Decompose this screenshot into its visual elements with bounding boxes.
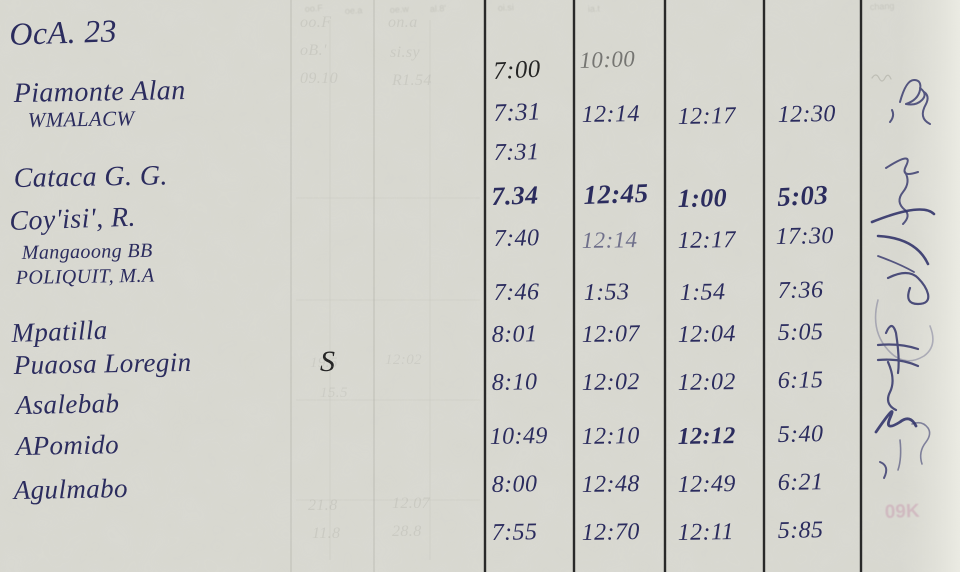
svg-text:chang: chang <box>870 1 895 12</box>
svg-text:oe.a: oe.a <box>345 5 363 16</box>
svg-text:al.8': al.8' <box>430 3 447 14</box>
svg-text:09K: 09K <box>884 501 920 523</box>
svg-text:oi.si: oi.si <box>498 2 515 13</box>
svg-text:oo.F: oo.F <box>304 3 323 14</box>
svg-text:ia.t: ia.t <box>588 3 601 14</box>
